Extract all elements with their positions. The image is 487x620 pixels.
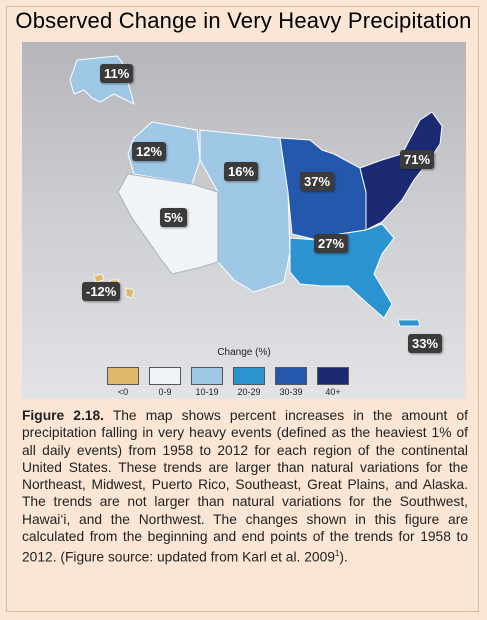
- legend-swatch: [107, 367, 139, 385]
- region-label-midwest: 37%: [300, 172, 335, 191]
- region-label-puerto-rico: 33%: [408, 334, 443, 353]
- map-panel: 11% 12% 16% 37% 71% 5% 27% -12% 33% Chan…: [22, 42, 466, 399]
- legend-title: Change (%): [217, 347, 271, 358]
- legend-swatch: [149, 367, 181, 385]
- map-title: Observed Change in Very Heavy Precipitat…: [15, 8, 472, 33]
- legend-swatch: [317, 367, 349, 385]
- region-label-hawaii: -12%: [82, 282, 121, 301]
- legend-label: <0: [117, 387, 129, 397]
- region-label-southeast: 27%: [314, 234, 349, 253]
- legend: <0 0-9 10-19 20-29 30-39 40+: [107, 367, 349, 397]
- region-label-southwest: 5%: [160, 208, 187, 227]
- region-label-northwest: 12%: [132, 142, 167, 161]
- legend-item: 0-9: [149, 367, 181, 397]
- region-northeast: [359, 111, 443, 231]
- legend-item: 30-39: [275, 367, 307, 397]
- caption-end: ).: [339, 549, 348, 565]
- legend-label: 40+: [325, 387, 341, 397]
- legend-label: 10-19: [195, 387, 219, 397]
- region-label-northeast: 71%: [400, 150, 435, 169]
- legend-swatch: [275, 367, 307, 385]
- legend-swatch: [191, 367, 223, 385]
- region-puerto-rico: [397, 319, 421, 327]
- legend-label: 20-29: [237, 387, 261, 397]
- region-label-alaska: 11%: [100, 64, 134, 83]
- region-label-great-plains: 16%: [224, 162, 259, 181]
- figure-caption: Figure 2.18. The map shows percent incre…: [22, 407, 468, 566]
- caption-text: The map shows percent increases in the a…: [22, 408, 468, 565]
- legend-item: 20-29: [233, 367, 265, 397]
- legend-label: 30-39: [279, 387, 303, 397]
- us-region-map: [69, 55, 443, 327]
- legend-item: 40+: [317, 367, 349, 397]
- legend-swatch: [233, 367, 265, 385]
- figure-frame: [6, 6, 479, 612]
- caption-superscript: 1: [334, 549, 340, 559]
- legend-item: <0: [107, 367, 139, 397]
- figure-label: Figure 2.18.: [22, 408, 104, 423]
- legend-label: 0-9: [158, 387, 172, 397]
- legend-item: 10-19: [191, 367, 223, 397]
